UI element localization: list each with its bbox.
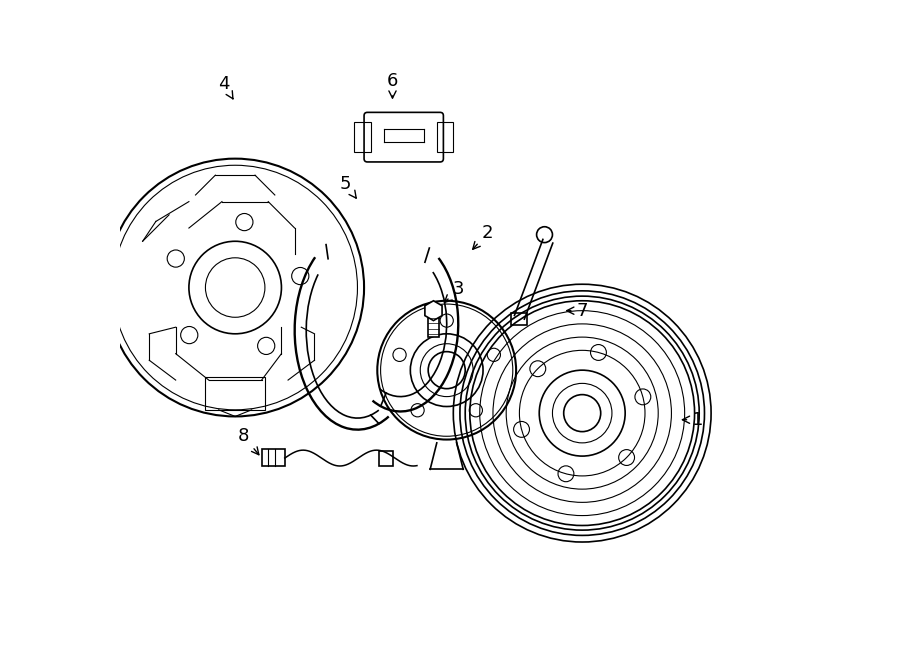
Bar [205,377,265,410]
Text: 2: 2 [472,223,493,249]
Bar [436,122,454,152]
Text: 3: 3 [445,280,464,302]
Text: 1: 1 [682,410,704,429]
Text: 4: 4 [218,75,233,99]
Text: 6: 6 [387,72,398,98]
Bar [511,313,527,325]
Bar [428,314,439,337]
Text: 7: 7 [567,301,588,320]
Bar [355,122,371,152]
Bar [379,451,393,466]
Text: 8: 8 [238,427,259,455]
Text: 5: 5 [340,175,356,198]
Bar [262,449,284,466]
